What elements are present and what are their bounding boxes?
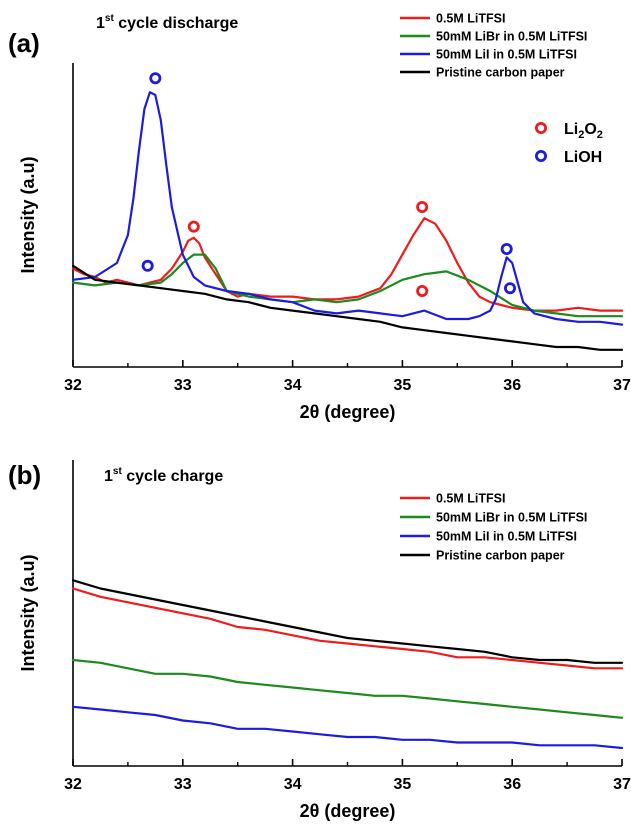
- peak-marker: [416, 284, 429, 297]
- x-tick-label: 36: [503, 776, 521, 793]
- peak-marker: [141, 259, 154, 272]
- y-axis-title: Intensity (a.u): [18, 554, 38, 671]
- x-axis-title: 2θ (degree): [300, 801, 396, 821]
- marker-legend-label: LiOH: [564, 149, 602, 166]
- peak-marker: [504, 282, 517, 295]
- marker-legend-symbol: [535, 122, 548, 135]
- legend-label: Pristine carbon paper: [436, 66, 565, 80]
- legend-label: 0.5M LiTFSI: [436, 12, 505, 26]
- x-tick-label: 35: [394, 776, 412, 793]
- series-line-3: [71, 264, 624, 351]
- series-line-0: [71, 587, 624, 670]
- panel-label: (a): [8, 28, 40, 58]
- y-axis-title: Intensity (a.u): [18, 156, 38, 273]
- series-line-2: [71, 705, 624, 750]
- marker-legend-label: Li2O2: [564, 121, 603, 141]
- x-tick-label: 33: [174, 377, 192, 394]
- peak-marker: [149, 72, 162, 85]
- legend-label: 0.5M LiTFSI: [436, 492, 505, 506]
- panel-label: (b): [8, 460, 41, 490]
- peak-marker: [500, 242, 513, 255]
- series-line-1: [71, 253, 624, 318]
- cycle-title: 1st cycle discharge: [96, 13, 238, 32]
- legend-label: 50mM LiI in 0.5M LiTFSI: [436, 48, 577, 62]
- series-line-1: [71, 658, 624, 719]
- legend-label: 50mM LiBr in 0.5M LiTFSI: [436, 30, 587, 44]
- x-axis-title: 2θ (degree): [300, 402, 396, 422]
- x-tick-label: 35: [394, 377, 412, 394]
- series-line-2: [71, 91, 624, 326]
- panel-b: (b) 1st cycle charge 32 33 34 35 36 37 2θ (degre…: [8, 460, 631, 821]
- peak-marker: [416, 200, 429, 213]
- legend-label: 50mM LiI in 0.5M LiTFSI: [436, 530, 577, 544]
- cycle-title: 1st cycle charge: [104, 466, 223, 485]
- x-tick-label: 37: [613, 377, 631, 394]
- series-line-0: [71, 217, 624, 312]
- x-tick-label: 34: [284, 377, 302, 394]
- legend-label: Pristine carbon paper: [436, 549, 565, 563]
- series-line-3: [71, 579, 624, 664]
- peak-marker: [187, 220, 200, 233]
- legend-label: 50mM LiBr in 0.5M LiTFSI: [436, 511, 587, 525]
- x-tick-label: 32: [64, 377, 82, 394]
- x-tick-label: 34: [284, 776, 302, 793]
- x-tick-label: 36: [503, 377, 521, 394]
- x-tick-label: 32: [64, 776, 82, 793]
- panel-a: (a) 1st cycle discharge 32 33 34 35 36 37 2θ (de…: [8, 12, 631, 423]
- marker-legend-symbol: [535, 149, 548, 162]
- x-tick-label: 33: [174, 776, 192, 793]
- x-tick-label: 37: [613, 776, 631, 793]
